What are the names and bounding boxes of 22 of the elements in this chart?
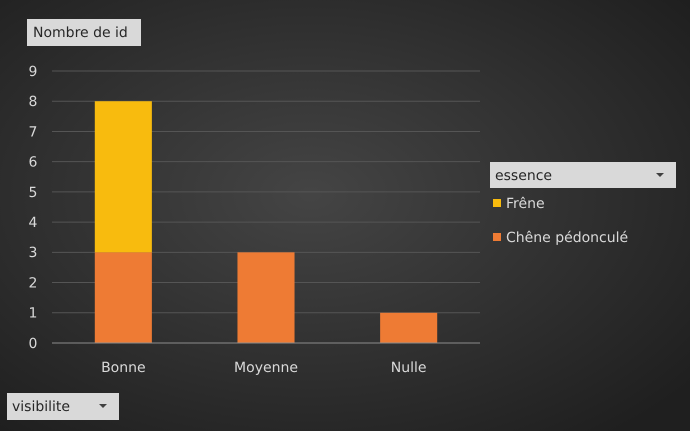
y-tick-label: 6 — [28, 154, 38, 171]
y-tick-label: 0 — [28, 336, 38, 352]
bar — [94, 101, 152, 252]
x-tick-label: Bonne — [101, 360, 146, 376]
legend-title: essence — [495, 168, 552, 184]
y-tick-label: 2 — [28, 275, 38, 292]
y-tick-label: 1 — [28, 306, 38, 322]
y-tick-label: 5 — [28, 184, 38, 201]
y-tick-label: 9 — [28, 64, 38, 80]
legend-label: Frêne — [506, 196, 545, 212]
y-tick-label: 4 — [28, 215, 38, 232]
bar — [237, 252, 295, 343]
y-tick-label: 7 — [28, 124, 38, 140]
bar — [380, 312, 438, 343]
y-tick-label: 3 — [28, 245, 38, 262]
x-axis-title: visibilite — [12, 399, 70, 415]
bar — [94, 252, 152, 343]
y-tick-label: 8 — [28, 94, 38, 110]
x-tick-label: Moyenne — [234, 360, 298, 376]
y-axis-title: Nombre de id — [33, 25, 128, 41]
legend-label: Chêne pédonculé — [506, 230, 628, 246]
x-tick-label: Nulle — [390, 360, 427, 376]
